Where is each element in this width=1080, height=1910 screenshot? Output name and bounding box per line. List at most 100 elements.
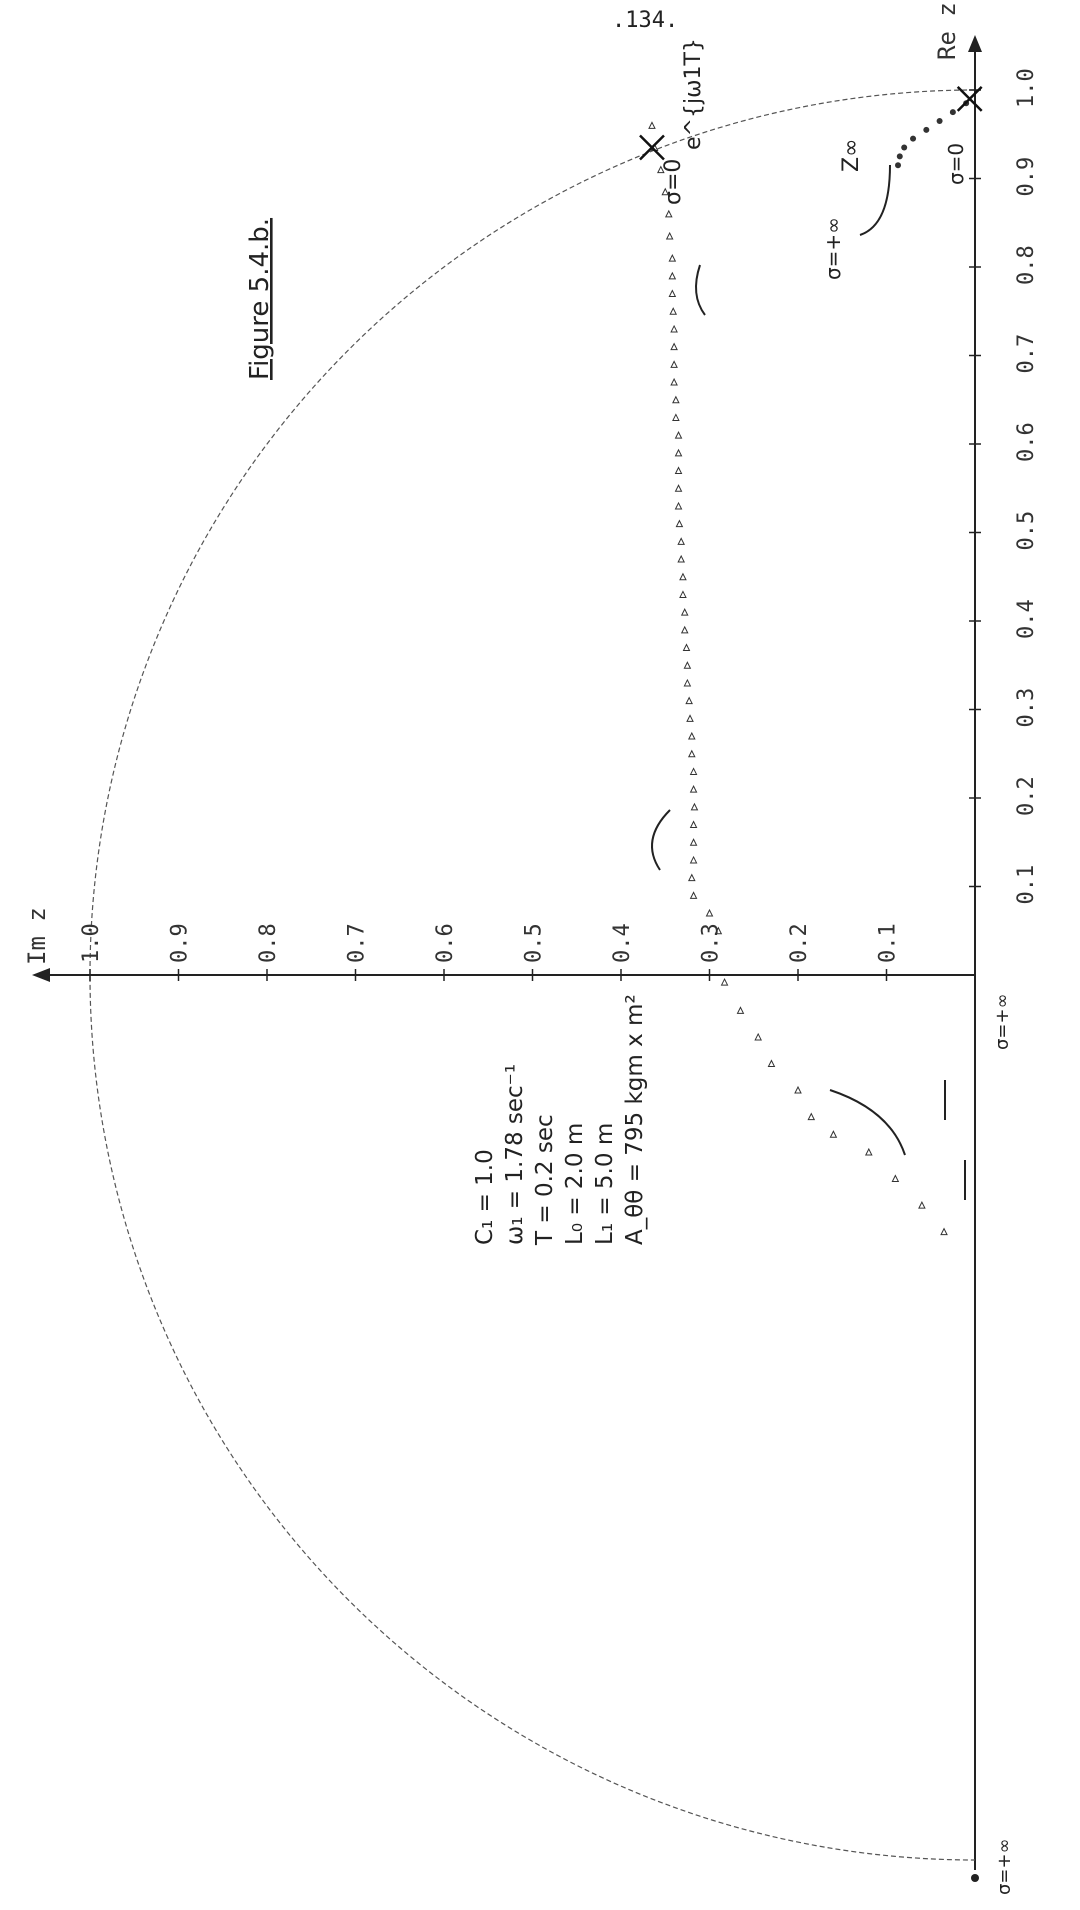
im-tick-label: 0.1 xyxy=(876,923,901,963)
locus-point xyxy=(680,625,689,634)
locus-point xyxy=(686,714,694,722)
zero-locus-point xyxy=(896,153,903,160)
locus-point xyxy=(648,121,656,129)
im-z-label: Im z xyxy=(23,907,51,965)
locus-point xyxy=(687,873,696,882)
re-tick-label: 0.8 xyxy=(1014,245,1039,285)
pole-cross-mark xyxy=(639,134,665,161)
sigma-inf-label-bottom: σ=+∞ xyxy=(994,1838,1015,1895)
locus-point xyxy=(672,395,680,404)
locus-point xyxy=(674,448,683,457)
real-axis-arrow xyxy=(968,35,982,52)
locus-point xyxy=(669,307,678,315)
parameter-line: C₁ = 1.0 xyxy=(472,1149,498,1245)
locus-point xyxy=(665,231,674,240)
locus-point xyxy=(668,254,677,262)
locus-point xyxy=(668,271,677,280)
locus-point xyxy=(807,1112,816,1121)
figure-label: Figure 5.4.b. xyxy=(245,218,275,380)
locus-point xyxy=(677,554,685,563)
im-tick-label: 0.9 xyxy=(168,923,193,963)
parameter-block: C₁ = 1.0 ω₁ = 1.78 sec⁻¹ T = 0.2 sec L₀ = 2… xyxy=(472,994,648,1246)
re-z-label: Re z xyxy=(933,2,961,60)
locus-point xyxy=(668,289,677,298)
locus-point xyxy=(674,466,683,475)
locus-point xyxy=(670,377,678,386)
sigma-zero-label-pole: σ=0 xyxy=(661,159,686,205)
locus-point xyxy=(685,696,693,705)
locus-point xyxy=(674,431,683,439)
locus-point xyxy=(661,187,670,196)
locus-point xyxy=(657,165,665,174)
re-tick-label: 0.1 xyxy=(1014,865,1039,905)
re-tick-label: 0.4 xyxy=(1014,599,1039,639)
locus-point xyxy=(689,855,698,864)
zero-locus-point xyxy=(936,117,943,124)
zero-locus-point xyxy=(910,135,917,142)
im-tick-label: 1.0 xyxy=(79,923,104,963)
im-tick-label: 0.7 xyxy=(345,923,370,963)
locus-point xyxy=(670,342,678,351)
sigma-zero-label-zero: σ=0 xyxy=(944,143,968,185)
parameter-line: T = 0.2 sec xyxy=(532,1114,558,1246)
im-tick-label: 0.8 xyxy=(256,923,281,963)
im-tick-label: 0.2 xyxy=(787,923,812,963)
locus-point xyxy=(674,484,683,492)
re-tick-label: 0.7 xyxy=(1014,334,1039,374)
locus-point xyxy=(794,1085,802,1094)
page-number: .134. xyxy=(612,8,679,33)
locus-point xyxy=(687,749,696,758)
locus-point xyxy=(677,537,685,545)
parameter-line: A_θθ = 795 kgm x m² xyxy=(622,994,648,1245)
locus-point xyxy=(829,1130,838,1138)
locus-point xyxy=(705,908,714,917)
re-tick-label: 1.0 xyxy=(1014,68,1039,108)
parameter-line: ω₁ = 1.78 sec⁻¹ xyxy=(502,1064,528,1245)
re-tick-label: 0.6 xyxy=(1014,422,1039,462)
zero-locus-point xyxy=(895,162,902,169)
locus-point xyxy=(687,731,696,740)
locus-point xyxy=(679,590,687,598)
locus-point xyxy=(689,820,698,829)
re-tick-label: 0.2 xyxy=(1014,776,1039,816)
re-tick-label: 0.9 xyxy=(1014,157,1039,197)
im-tick-label: 0.5 xyxy=(522,923,547,963)
locus-point xyxy=(689,785,698,793)
locus-point xyxy=(674,501,683,510)
locus-point xyxy=(891,1174,900,1183)
locus-point xyxy=(670,324,678,333)
locus-point xyxy=(689,891,698,899)
locus-point xyxy=(864,1147,873,1156)
locus-point xyxy=(675,519,684,528)
parameter-line: L₁ = 5.0 m xyxy=(592,1123,618,1245)
locus-point xyxy=(682,643,691,652)
direction-arrows xyxy=(651,164,966,1200)
locus-point xyxy=(664,209,673,218)
locus-point xyxy=(918,1200,926,1209)
locus-point xyxy=(940,1227,948,1236)
locus-point xyxy=(680,608,689,616)
im-tick-label: 0.3 xyxy=(699,923,724,963)
imag-axis-arrow xyxy=(32,968,50,982)
sigma-inf-label-origin: σ=+∞ xyxy=(992,993,1013,1050)
re-tick-label: 0.5 xyxy=(1014,511,1039,551)
locus-point xyxy=(689,767,698,775)
sigma-inf-label-zero: σ=+∞ xyxy=(821,217,845,280)
locus-point xyxy=(736,1006,745,1014)
locus-point xyxy=(714,926,723,935)
locus-point xyxy=(690,802,699,811)
re-tick-label: 0.3 xyxy=(1014,688,1039,728)
pole-label: e^{jω1T} xyxy=(681,38,706,150)
locus-point xyxy=(689,838,698,846)
zero-label: Z∞ xyxy=(839,139,864,172)
locus-point xyxy=(683,661,692,669)
parameter-line: L₀ = 2.0 m xyxy=(562,1123,588,1245)
im-tick-label: 0.4 xyxy=(610,923,635,963)
locus-point xyxy=(683,678,692,687)
zero-locus-point xyxy=(901,144,908,151)
zero-locus-point xyxy=(949,109,956,116)
zero-locus-point xyxy=(923,126,930,133)
locus-point xyxy=(720,977,729,986)
